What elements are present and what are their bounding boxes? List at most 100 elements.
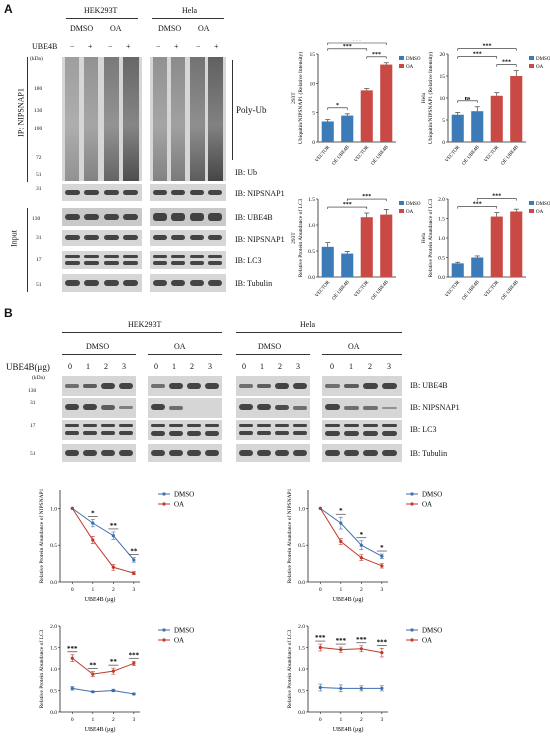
x-tick-label: VECTOR [445, 280, 462, 299]
y-tick-label: 5 [442, 118, 445, 124]
significance-label: *** [343, 44, 352, 50]
mw-marker: 51 [36, 282, 42, 288]
x-tick-label: OE UBE4B [371, 145, 391, 167]
legend-marker-oa [410, 502, 414, 506]
blot-nipsnap1-input-hek293t [62, 230, 142, 246]
plus-sign: + [214, 42, 219, 51]
y-tick-label: 0.5 [50, 689, 57, 695]
y-tick-label: 0.0 [50, 580, 57, 586]
chart-title: 293T [291, 232, 297, 244]
significance-label: *** [356, 636, 367, 644]
header-underline [62, 332, 222, 333]
data-point [111, 534, 115, 538]
input-label: Input [9, 230, 19, 247]
x-tick-label: 1 [339, 587, 342, 593]
significance-label: *** [129, 651, 140, 659]
x-axis-label: UBE4B (μg) [85, 596, 116, 603]
cell-line-label-hela: Hela [182, 6, 198, 15]
y-tick-label: 1.5 [50, 646, 57, 652]
significance-label: * [336, 103, 339, 109]
significance-label: ns [465, 96, 471, 102]
mw-marker: 72 [36, 155, 42, 161]
legend-marker-dmso [410, 628, 414, 632]
significance-label: ** [110, 522, 118, 530]
treat-label-dmso: DMSO [158, 24, 182, 33]
significance-bracket [366, 56, 387, 59]
y-tick-label: 0.0 [308, 275, 315, 281]
blot-b-tubulin [236, 444, 310, 462]
treat-label-dmso: DMSO [86, 342, 110, 351]
bar [360, 90, 373, 142]
y-tick-label: 0.5 [438, 256, 445, 262]
minus-sign: − [108, 42, 113, 51]
significance-bracket [457, 56, 498, 59]
mw-marker: 17 [36, 257, 42, 263]
y-tick-label: 0.5 [308, 249, 315, 255]
legend-label-oa: OA [174, 637, 184, 645]
chart-b-nipsnap1-hela: 0.0 0.5 1.0 0 1 2 3 UBE4B (μg) Relative Protein … [286, 488, 442, 603]
bar [380, 64, 393, 142]
significance-label: *** [483, 44, 492, 50]
blot-b-tubulin [322, 444, 402, 462]
y-axis-label: Relative Protein Abundance of LC3 [38, 629, 45, 708]
data-point [91, 521, 95, 525]
dose-label: 1 [86, 362, 90, 371]
dose-label: 1 [172, 362, 176, 371]
y-axis-label: Relative Protein Abundance of LC3 [286, 629, 293, 708]
legend-label-oa: OA [406, 65, 414, 70]
significance-label: *** [343, 202, 352, 208]
significance-label: *** [362, 194, 371, 200]
y-tick-label: 2.0 [438, 197, 445, 203]
data-point [132, 558, 136, 562]
mw-marker: 31 [36, 186, 42, 192]
blot-lc3-hela [150, 251, 226, 269]
series-line-dmso [320, 686, 382, 689]
data-point [359, 543, 363, 547]
chart-title: Hela [421, 92, 427, 103]
data-point [380, 564, 384, 568]
legend-swatch-oa [399, 209, 404, 213]
ib-label: IB: NIPSNAP1 [235, 235, 285, 244]
ib-label: IB: NIPSNAP1 [235, 189, 285, 198]
x-tick-label: 3 [380, 587, 383, 593]
x-tick-label: 3 [132, 587, 135, 593]
dose-label: 1 [260, 362, 264, 371]
bar [451, 263, 464, 277]
legend-marker-dmso [162, 628, 166, 632]
bar [510, 211, 523, 277]
y-axis-label: Relative Protein Abundance of LC3 [427, 198, 434, 277]
significance-label: * [91, 509, 95, 517]
x-tick-label: 1 [339, 717, 342, 723]
significance-label: * [339, 507, 343, 515]
significance-label: *** [492, 194, 501, 200]
input-bracket [27, 208, 28, 292]
legend-label-oa: OA [536, 65, 544, 70]
y-tick-label: 0.0 [298, 710, 305, 716]
y-tick-label: 2.0 [50, 624, 57, 630]
x-tick-label: VECTOR [315, 145, 332, 164]
bar [471, 111, 484, 142]
data-point [70, 506, 74, 510]
header-underline [66, 18, 138, 19]
y-tick-label: 0.0 [50, 710, 57, 716]
ib-label: IB: LC3 [410, 425, 437, 434]
legend-swatch-dmso [529, 201, 534, 205]
y-tick-label: 1.0 [50, 667, 57, 673]
significance-bracket [327, 42, 387, 45]
x-tick-label: VECTOR [484, 280, 501, 299]
header-underline [236, 332, 402, 333]
panel-a-letter: A [4, 2, 13, 16]
legend-label-dmso: DMSO [406, 57, 421, 62]
dose-label: 2 [278, 362, 282, 371]
legend-marker-dmso [410, 492, 414, 496]
data-point [339, 686, 343, 690]
blot-b-ube4b [148, 376, 222, 396]
legend-swatch-oa [529, 209, 534, 213]
data-point [339, 521, 343, 525]
blot-b-tubulin [62, 444, 136, 462]
significance-label: *** [473, 202, 482, 208]
x-tick-label: 0 [71, 717, 74, 723]
x-tick-label: VECTOR [445, 145, 462, 164]
data-point [380, 554, 384, 558]
y-tick-label: 1.0 [298, 667, 305, 673]
